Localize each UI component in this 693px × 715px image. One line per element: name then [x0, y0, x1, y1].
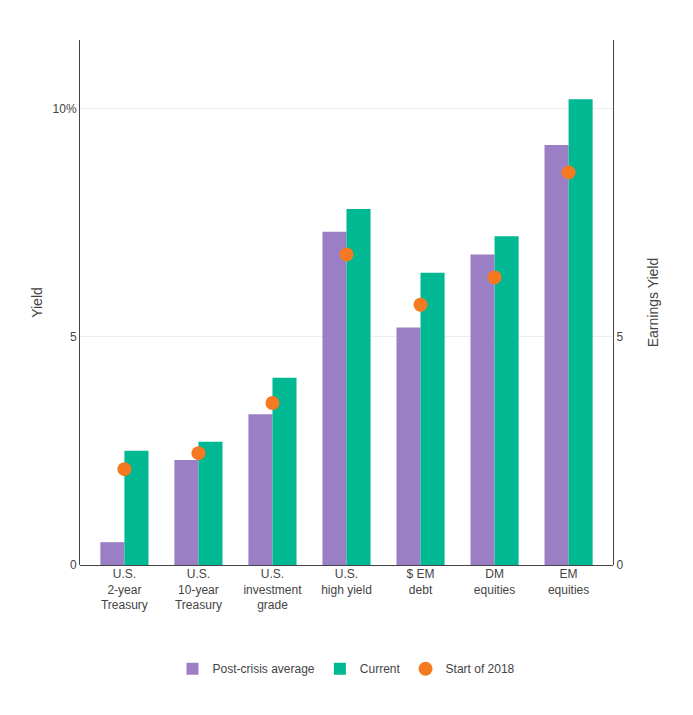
svg-text:0: 0 [616, 558, 623, 572]
svg-text:EMequities: EMequities [548, 567, 589, 597]
svg-text:Yield: Yield [29, 287, 45, 318]
svg-text:Current: Current [360, 662, 401, 676]
svg-text:Earnings Yield: Earnings Yield [645, 258, 661, 348]
svg-text:U.S.10-yearTreasury: U.S.10-yearTreasury [175, 567, 222, 612]
svg-text:U.S.investmentgrade: U.S.investmentgrade [243, 567, 302, 612]
svg-text:U.S.2-yearTreasury: U.S.2-yearTreasury [101, 567, 148, 612]
svg-text:10%: 10% [53, 102, 77, 116]
svg-text:5: 5 [616, 330, 623, 344]
svg-text:DMequities: DMequities [474, 567, 515, 597]
svg-text:Start of 2018: Start of 2018 [446, 662, 515, 676]
svg-text:0: 0 [70, 558, 77, 572]
svg-text:U.S.high yield: U.S.high yield [321, 567, 372, 597]
svg-text:5: 5 [70, 330, 77, 344]
svg-text:$ EMdebt: $ EMdebt [407, 567, 435, 597]
svg-text:Post-crisis average: Post-crisis average [213, 662, 315, 676]
